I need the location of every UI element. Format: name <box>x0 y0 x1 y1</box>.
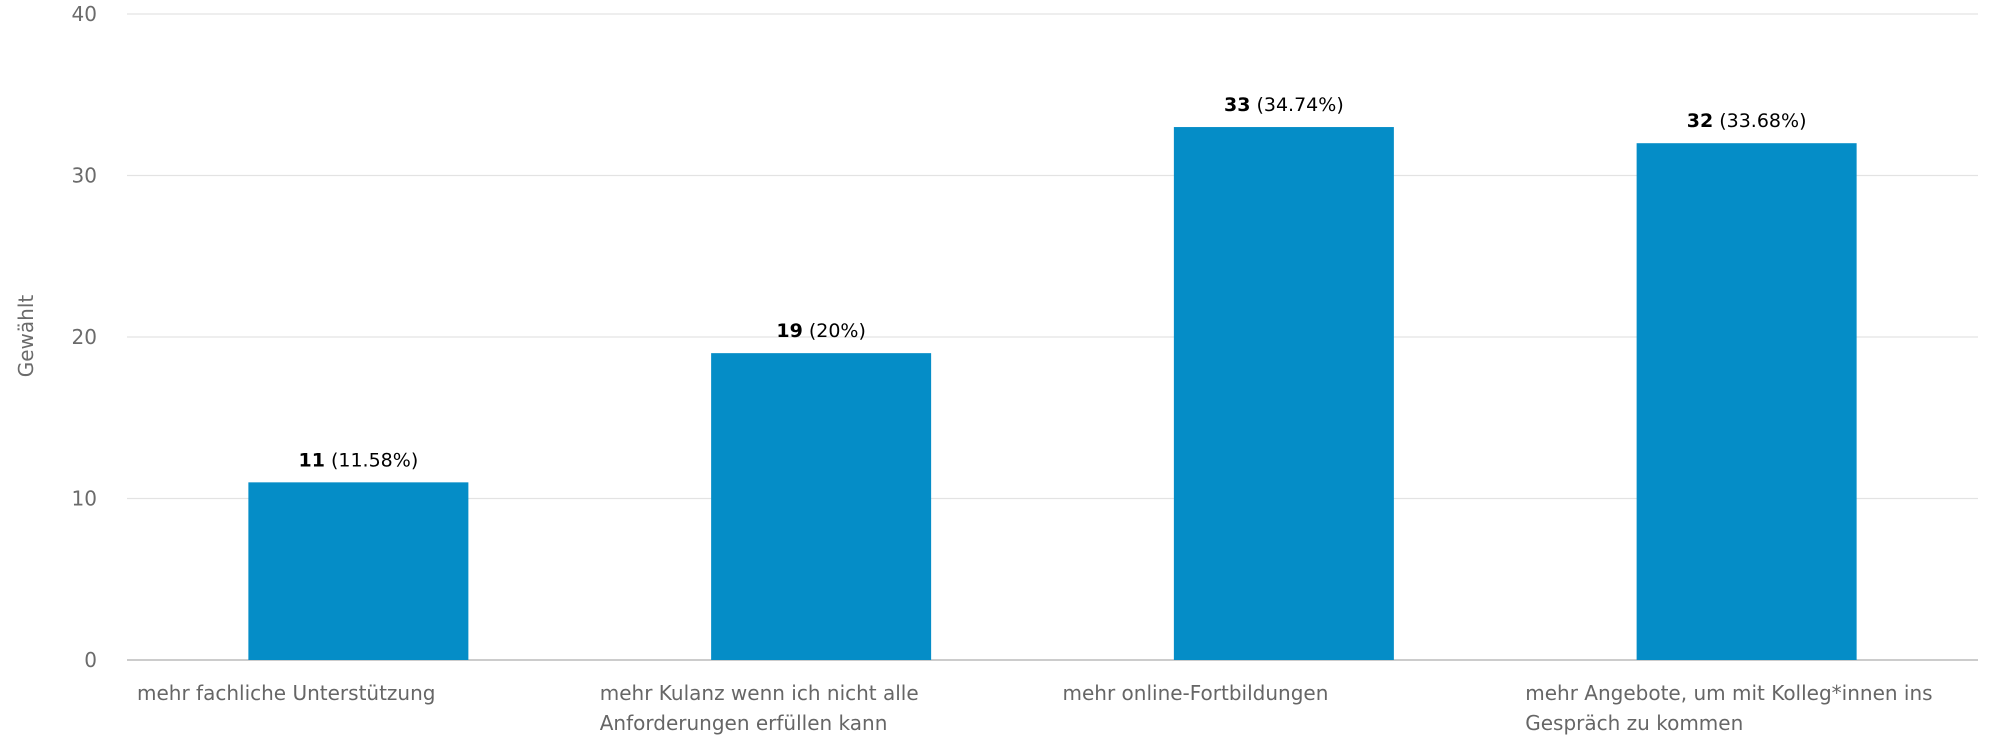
x-category-label: mehr fachliche Unterstützung <box>137 681 435 705</box>
x-category-label: mehr Angebote, um mit Kolleg*innen ins <box>1525 681 1932 705</box>
bar <box>1173 127 1394 661</box>
data-label: 32 (33.68%) <box>1687 110 1807 132</box>
x-category-label: Gespräch zu kommen <box>1525 711 1743 735</box>
bars <box>248 127 1857 661</box>
data-label: 33 (34.74%) <box>1224 94 1344 116</box>
y-tick-label: 40 <box>72 2 97 26</box>
data-label-value: 32 <box>1687 110 1713 132</box>
y-tick-label: 20 <box>72 325 97 349</box>
data-label: 11 (11.58%) <box>299 449 419 471</box>
x-category-label: Anforderungen erfüllen kann <box>600 711 888 735</box>
bar <box>248 482 469 660</box>
data-label-value: 11 <box>299 449 325 471</box>
data-label-percent: (20%) <box>809 320 866 342</box>
data-label-value: 19 <box>776 320 802 342</box>
x-category-label: mehr online-Fortbildungen <box>1063 681 1329 705</box>
y-tick-label: 10 <box>72 487 97 511</box>
data-label-percent: (34.74%) <box>1256 94 1343 116</box>
data-label: 19 (20%) <box>776 320 866 342</box>
data-label-percent: (11.58%) <box>331 449 418 471</box>
y-axis-ticks: 0 10 20 30 40 <box>72 2 97 672</box>
bar <box>1636 143 1857 660</box>
data-label-percent: (33.68%) <box>1719 110 1806 132</box>
bar <box>711 353 932 660</box>
y-axis-title: Gewählt <box>14 295 38 378</box>
y-tick-label: 0 <box>84 648 97 672</box>
data-label-value: 33 <box>1224 94 1250 116</box>
x-category-label: mehr Kulanz wenn ich nicht alle <box>600 681 919 705</box>
y-tick-label: 30 <box>72 164 97 188</box>
category-labels: mehr fachliche Unterstützung mehr Kulanz … <box>137 681 1933 735</box>
data-labels: 11 (11.58%) 19 (20%) 33 (34.74%) 32 (33.68%) <box>299 94 1807 471</box>
